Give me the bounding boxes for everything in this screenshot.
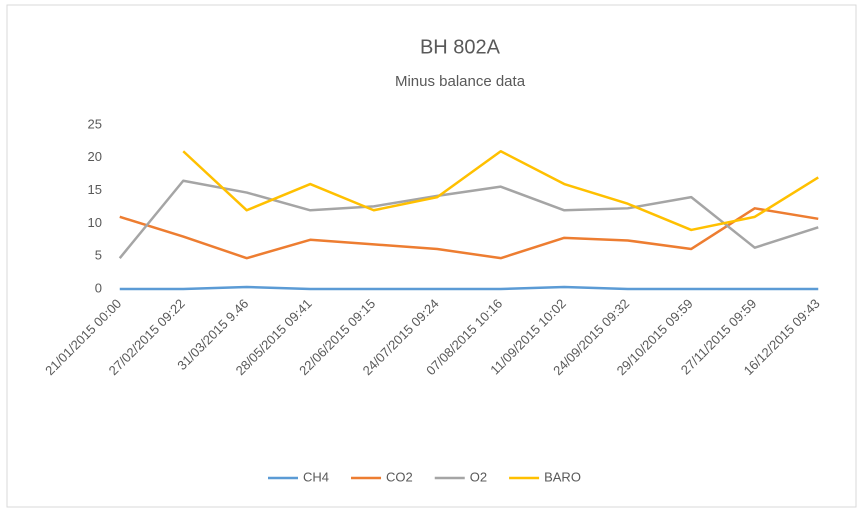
y-tick-label: 20 (88, 149, 102, 164)
y-tick-label: 5 (95, 248, 102, 263)
series-line (119, 207, 819, 260)
chart-title: BH 802A (420, 36, 501, 58)
legend-label: O2 (470, 469, 487, 484)
series-line (118, 179, 819, 259)
y-tick-label: 10 (88, 215, 102, 230)
legend-label: CH4 (303, 469, 329, 484)
y-tick-label: 15 (88, 182, 102, 197)
chart-subtitle: Minus balance data (395, 73, 526, 90)
y-tick-label: 25 (88, 116, 102, 131)
y-tick-label: 0 (95, 280, 102, 295)
series-line (119, 285, 819, 291)
series-line (182, 149, 819, 232)
legend-label: BARO (544, 469, 581, 484)
legend-label: CO2 (386, 469, 413, 484)
chart-border (6, 4, 857, 508)
